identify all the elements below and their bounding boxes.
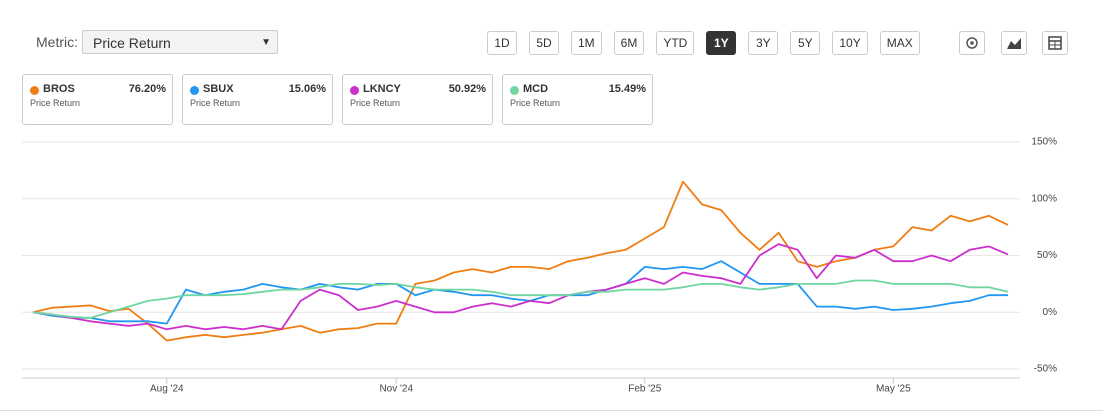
- y-tick-label: 50%: [1037, 250, 1057, 261]
- metric-value: Price Return: [93, 35, 171, 51]
- range-button[interactable]: 5D: [529, 31, 559, 55]
- range-button[interactable]: 1M: [571, 31, 602, 55]
- y-tick-label: 100%: [1031, 193, 1057, 204]
- legend-name: BROS: [43, 83, 75, 95]
- series-line: [32, 180, 1009, 342]
- range-button[interactable]: MAX: [879, 31, 920, 55]
- legend-metric: Price Return: [190, 98, 241, 108]
- y-tick-label: 0%: [1043, 307, 1058, 318]
- legend-card[interactable]: BROS 76.20% Price Return: [22, 74, 173, 125]
- table-icon: [1048, 36, 1062, 50]
- range-button[interactable]: 1D: [487, 31, 517, 55]
- series-line: [32, 260, 1008, 325]
- settings-button[interactable]: [959, 31, 985, 55]
- legend-metric: Price Return: [30, 98, 81, 108]
- range-button[interactable]: 3Y: [748, 31, 779, 55]
- chart-icon: [1007, 38, 1021, 49]
- table-button[interactable]: [1042, 31, 1068, 55]
- legend-card[interactable]: SBUX 15.06% Price Return: [182, 74, 333, 125]
- legend-value: 50.92%: [448, 83, 486, 95]
- range-button[interactable]: 5Y: [790, 31, 821, 55]
- legend-name: LKNCY: [363, 83, 401, 95]
- legend-metric: Price Return: [350, 98, 401, 108]
- range-button[interactable]: 1Y: [706, 31, 737, 55]
- legend-value: 76.20%: [128, 83, 166, 95]
- legend-card[interactable]: LKNCY 50.92% Price Return: [342, 74, 493, 125]
- dropdown-arrow: ▼: [261, 37, 271, 48]
- legend-dot: [510, 86, 519, 95]
- range-button[interactable]: YTD: [656, 31, 695, 55]
- metric-select[interactable]: Price Return ▼: [82, 30, 278, 54]
- x-tick-label: May '25: [876, 384, 911, 395]
- legend-name: SBUX: [203, 83, 234, 95]
- y-tick-label: 150%: [1031, 137, 1057, 148]
- series-line: [32, 279, 1009, 319]
- divider: [0, 410, 1103, 411]
- legend-metric: Price Return: [510, 98, 561, 108]
- y-tick-label: -50%: [1034, 364, 1057, 375]
- x-tick-label: Feb '25: [628, 384, 661, 395]
- legend-value: 15.49%: [608, 83, 646, 95]
- series-line: [32, 243, 1009, 331]
- x-tick-label: Nov '24: [379, 384, 413, 395]
- legend-card[interactable]: MCD 15.49% Price Return: [502, 74, 653, 125]
- legend-dot: [190, 86, 199, 95]
- range-buttons: 1D 5D 1M 6M YTD 1Y 3Y 5Y 10Y MAX: [487, 31, 920, 55]
- legend-name: MCD: [523, 83, 549, 95]
- legend-dot: [30, 86, 39, 95]
- range-button[interactable]: 6M: [613, 31, 645, 55]
- legend-dot: [350, 86, 359, 95]
- range-button[interactable]: 10Y: [832, 31, 868, 55]
- x-tick-label: Aug '24: [150, 384, 184, 395]
- metric-label: Metric:: [36, 34, 78, 50]
- settings-icon: [966, 37, 978, 49]
- legend-value: 15.06%: [288, 83, 326, 95]
- chart-type-button[interactable]: [1001, 31, 1027, 55]
